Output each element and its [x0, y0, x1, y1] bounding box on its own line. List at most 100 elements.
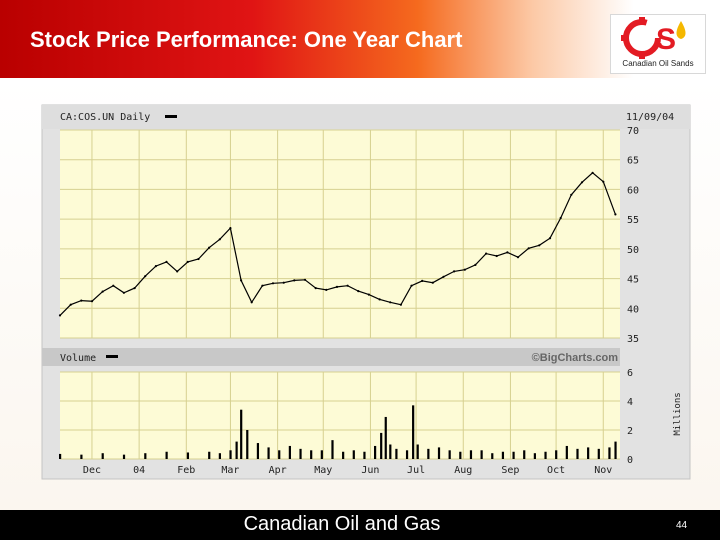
x-tick-label: Apr [269, 465, 287, 476]
price-point [197, 257, 200, 261]
volume-bar [352, 450, 355, 459]
volume-bar [614, 441, 617, 459]
price-point [90, 300, 94, 303]
volume-bar [310, 450, 313, 459]
volume-bar [480, 450, 483, 459]
price-point [559, 216, 562, 220]
price-point [495, 254, 498, 258]
x-tick-labels: Dec 04 Feb Mar Apr May Jun Jul Aug Sep Oct Nov [83, 465, 612, 476]
volume-bar [437, 447, 441, 459]
symbol-label: CA:COS.UN Daily [60, 112, 150, 123]
price-point [69, 303, 72, 306]
volume-bar [235, 441, 238, 459]
price-point [516, 256, 520, 259]
price-tick-label: 60 [627, 185, 639, 196]
volume-bar [331, 440, 334, 459]
price-tick-label: 55 [627, 215, 639, 226]
volume-legend-swatch [106, 355, 118, 358]
price-point [442, 275, 445, 278]
volume-bar [597, 448, 600, 459]
volume-bar [320, 450, 323, 459]
price-point [229, 227, 232, 230]
x-tick-label: Nov [594, 465, 612, 476]
volume-bar [501, 451, 505, 459]
price-point [591, 171, 594, 174]
volume-bar [380, 432, 383, 459]
volume-label: Volume [60, 353, 96, 364]
volume-tick-label: 2 [627, 426, 633, 437]
volume-bar [533, 453, 536, 459]
source-label: ©BigCharts.com [532, 352, 619, 364]
x-tick-label: Sep [501, 465, 519, 476]
price-point [303, 278, 307, 281]
price-point [314, 287, 317, 290]
price-point [101, 290, 104, 293]
price-point [165, 260, 168, 263]
volume-tick-label: 4 [627, 397, 633, 408]
x-tick-label: Aug [454, 465, 472, 476]
volume-grid [60, 371, 620, 460]
price-tick-label: 70 [627, 126, 639, 137]
volume-bar [491, 453, 494, 459]
price-point [602, 180, 605, 183]
price-point [346, 284, 349, 287]
volume-bar [544, 451, 547, 459]
price-point [548, 237, 552, 240]
x-tick-label: May [314, 465, 332, 476]
footer-text: Canadian Oil and Gas [243, 513, 441, 535]
x-tick-label: 04 [133, 465, 145, 476]
volume-bar [208, 451, 211, 459]
price-point [144, 275, 147, 278]
price-grid [60, 129, 620, 339]
price-point [250, 301, 253, 304]
slide-title: Stock Price Performance: One Year Chart [30, 27, 463, 52]
volume-tick-label: 6 [627, 368, 633, 379]
volume-bar [384, 416, 387, 459]
volume-bar [80, 454, 83, 459]
price-point [410, 284, 413, 287]
volume-bar [218, 453, 221, 459]
volume-bar [144, 453, 147, 459]
volume-bar [587, 447, 590, 459]
x-tick-label: Mar [221, 465, 239, 476]
svg-text:S: S [656, 23, 676, 56]
price-point [112, 284, 115, 287]
price-point [122, 291, 125, 294]
volume-bar [427, 448, 430, 459]
price-point [218, 238, 221, 241]
volume-bar [448, 450, 451, 459]
volume-bars [59, 405, 617, 459]
price-point [154, 265, 157, 268]
header-band [0, 0, 720, 78]
price-tick-labels: 70 65 60 55 50 45 40 35 [627, 126, 639, 345]
volume-tick-labels: 6 4 2 0 [627, 368, 633, 466]
x-tick-label: Oct [547, 465, 565, 476]
price-tick-label: 40 [627, 304, 639, 315]
price-point [421, 279, 424, 282]
price-point [271, 282, 275, 285]
chart-date: 11/09/04 [626, 112, 674, 123]
price-point [261, 284, 264, 287]
volume-bar [256, 443, 260, 459]
volume-bar [469, 450, 473, 459]
volume-bar [512, 451, 515, 459]
logo-text: Canadian Oil Sands [622, 59, 694, 68]
volume-bar [186, 452, 190, 459]
price-point [474, 263, 477, 266]
volume-bar [412, 405, 415, 459]
price-point [80, 299, 83, 302]
price-point [580, 181, 584, 184]
volume-bar [229, 450, 232, 459]
price-point [506, 251, 509, 254]
price-point [389, 301, 392, 304]
volume-bar [267, 447, 270, 459]
price-point [58, 314, 62, 317]
volume-bar [342, 451, 345, 459]
volume-bar [523, 450, 526, 459]
volume-bar [101, 453, 104, 459]
price-point [186, 260, 189, 263]
price-point [176, 270, 179, 273]
price-tick-label: 65 [627, 156, 639, 167]
price-tick-label: 50 [627, 245, 639, 256]
